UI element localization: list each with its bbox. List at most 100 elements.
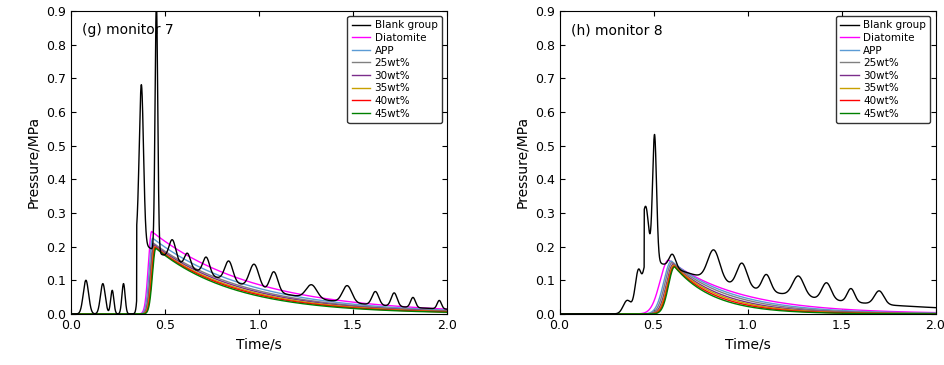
- 35wt%: [621, 312, 632, 316]
- 35wt%: [798, 309, 809, 313]
- 35wt%: [553, 312, 565, 316]
- 45wt%: [346, 306, 357, 311]
- Diatomite: [310, 295, 321, 299]
- 30wt%: [291, 297, 302, 302]
- Blank group: [209, 274, 220, 278]
- Blank group: [65, 312, 76, 316]
- Diatomite: [862, 308, 873, 313]
- Blank group: [553, 312, 565, 316]
- 30wt%: [798, 308, 809, 312]
- Diatomite: [779, 301, 790, 306]
- 25wt%: [553, 312, 565, 316]
- Diatomite: [65, 312, 76, 316]
- 30wt%: [929, 311, 940, 316]
- Text: (g) monitor 7: (g) monitor 7: [82, 23, 174, 37]
- APP: [346, 302, 357, 306]
- Legend: Blank group, Diatomite, APP, 25wt%, 30wt%, 35wt%, 40wt%, 45wt%: Blank group, Diatomite, APP, 25wt%, 30wt…: [347, 16, 441, 123]
- 25wt%: [310, 299, 321, 303]
- 35wt%: [929, 311, 940, 316]
- 40wt%: [149, 245, 160, 249]
- 25wt%: [147, 241, 159, 245]
- 45wt%: [553, 312, 565, 316]
- 35wt%: [862, 311, 873, 315]
- Blank group: [929, 306, 940, 310]
- 25wt%: [798, 307, 809, 311]
- 35wt%: [209, 278, 220, 283]
- Line: APP: APP: [71, 238, 447, 314]
- APP: [862, 310, 873, 314]
- Line: Blank group: Blank group: [71, 11, 447, 314]
- 25wt%: [65, 312, 76, 316]
- 45wt%: [150, 246, 161, 250]
- Diatomite: [441, 307, 452, 311]
- 45wt%: [621, 312, 632, 316]
- Blank group: [697, 269, 708, 273]
- Diatomite: [146, 229, 158, 234]
- Line: 25wt%: 25wt%: [559, 262, 935, 314]
- Line: Blank group: Blank group: [559, 134, 935, 314]
- Diatomite: [133, 312, 144, 316]
- Line: 40wt%: 40wt%: [71, 247, 447, 314]
- 45wt%: [798, 310, 809, 314]
- 25wt%: [441, 308, 452, 313]
- 45wt%: [668, 265, 680, 269]
- APP: [779, 303, 790, 308]
- 35wt%: [65, 312, 76, 316]
- 35wt%: [346, 305, 357, 309]
- APP: [291, 294, 302, 299]
- 40wt%: [862, 311, 873, 316]
- 40wt%: [667, 264, 679, 268]
- 25wt%: [834, 309, 845, 314]
- 40wt%: [929, 312, 940, 316]
- 45wt%: [133, 312, 144, 316]
- 30wt%: [310, 300, 321, 304]
- 35wt%: [779, 307, 790, 311]
- 25wt%: [697, 282, 708, 286]
- 35wt%: [834, 310, 845, 315]
- 45wt%: [929, 312, 940, 316]
- Blank group: [621, 298, 632, 303]
- Diatomite: [291, 291, 302, 296]
- Text: (h) monitor 8: (h) monitor 8: [570, 23, 662, 37]
- Diatomite: [662, 258, 673, 262]
- Line: 25wt%: 25wt%: [71, 243, 447, 314]
- 25wt%: [862, 310, 873, 315]
- 25wt%: [929, 311, 940, 316]
- Legend: Blank group, Diatomite, APP, 25wt%, 30wt%, 35wt%, 40wt%, 45wt%: Blank group, Diatomite, APP, 25wt%, 30wt…: [835, 16, 929, 123]
- Line: 45wt%: 45wt%: [71, 248, 447, 314]
- Blank group: [150, 9, 161, 13]
- Diatomite: [374, 303, 385, 307]
- 30wt%: [553, 312, 565, 316]
- Blank group: [798, 283, 809, 287]
- Diatomite: [209, 267, 220, 271]
- 35wt%: [310, 301, 321, 306]
- 30wt%: [209, 276, 220, 281]
- 25wt%: [621, 312, 632, 316]
- 45wt%: [834, 311, 845, 315]
- Blank group: [291, 293, 302, 298]
- 35wt%: [133, 312, 144, 316]
- 35wt%: [374, 307, 385, 311]
- 40wt%: [133, 312, 144, 316]
- APP: [310, 297, 321, 302]
- 30wt%: [441, 309, 452, 314]
- APP: [147, 236, 159, 241]
- Blank group: [441, 307, 452, 311]
- 30wt%: [148, 243, 160, 247]
- 25wt%: [779, 305, 790, 309]
- 40wt%: [834, 311, 845, 315]
- Line: 40wt%: 40wt%: [559, 266, 935, 314]
- 40wt%: [697, 287, 708, 292]
- 40wt%: [209, 279, 220, 284]
- Blank group: [310, 286, 321, 291]
- Y-axis label: Pressure/MPa: Pressure/MPa: [514, 116, 529, 208]
- 25wt%: [209, 275, 220, 279]
- 45wt%: [310, 303, 321, 307]
- APP: [834, 308, 845, 312]
- 25wt%: [374, 306, 385, 310]
- 40wt%: [346, 306, 357, 310]
- Line: Diatomite: Diatomite: [71, 231, 447, 314]
- Line: 35wt%: 35wt%: [559, 265, 935, 314]
- 40wt%: [621, 312, 632, 316]
- 45wt%: [779, 309, 790, 313]
